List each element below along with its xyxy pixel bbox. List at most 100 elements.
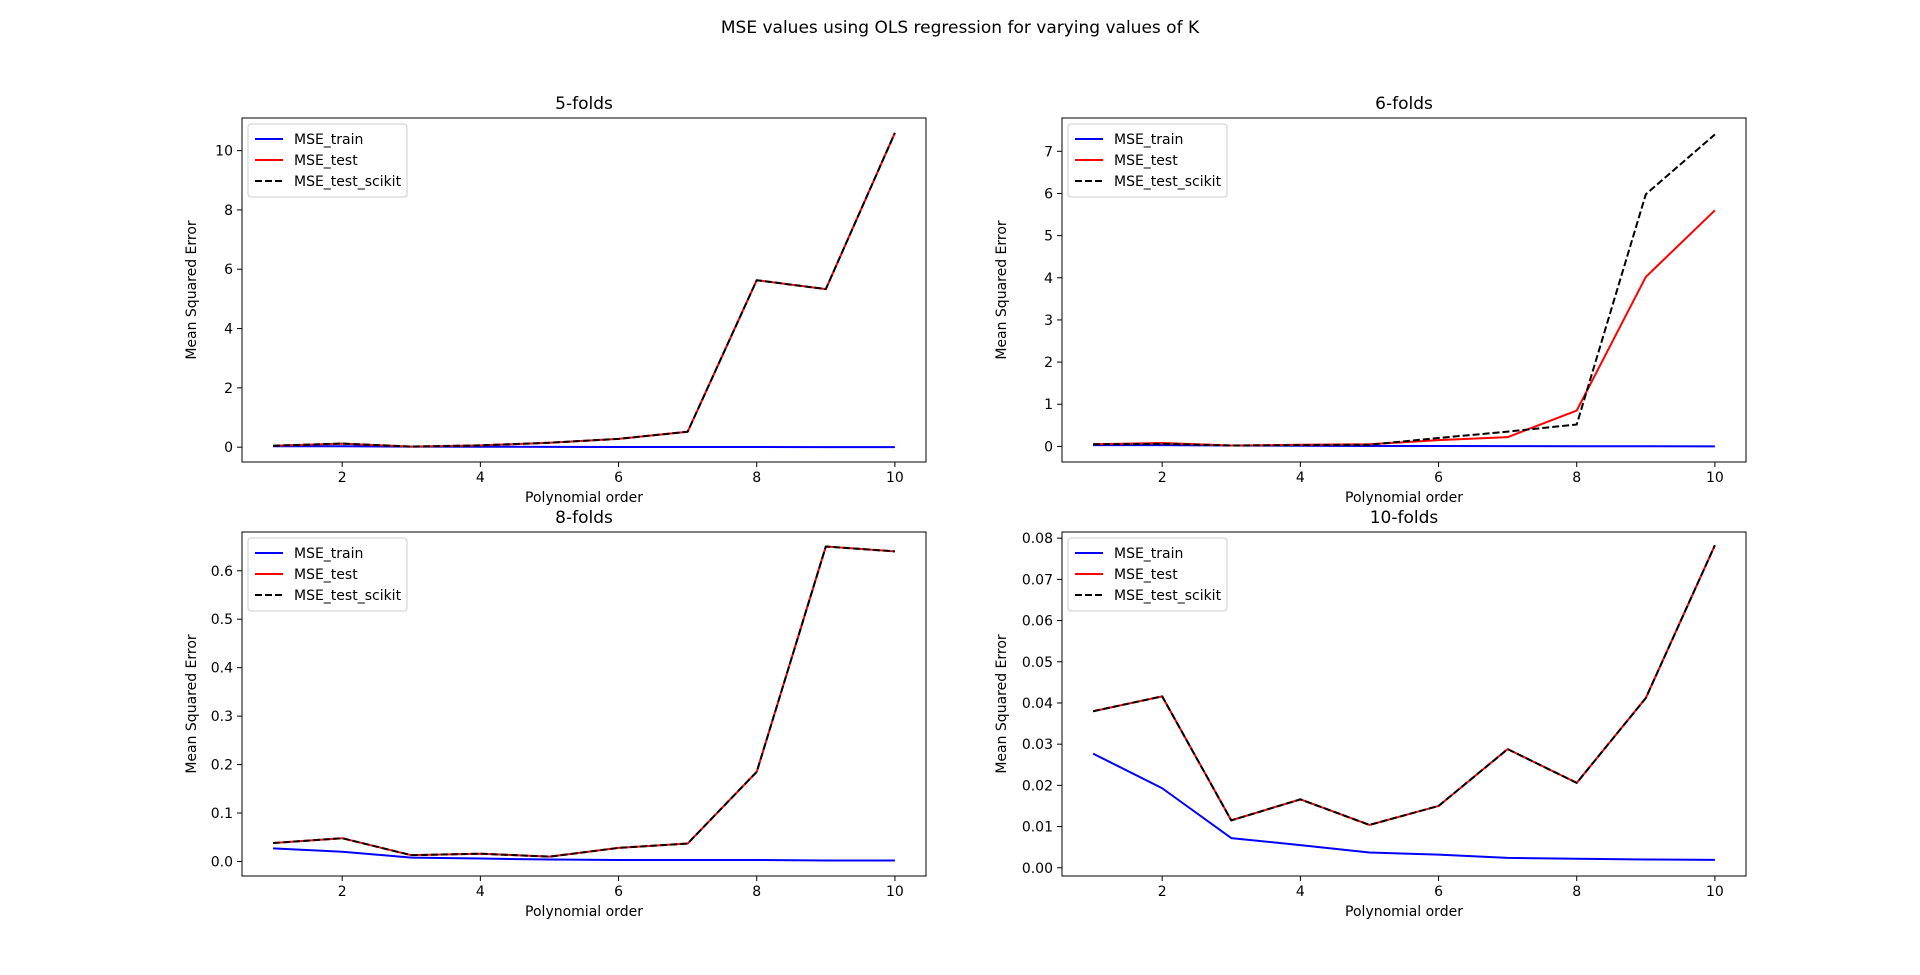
y-tick-label: 0 bbox=[1044, 439, 1053, 455]
axes-frame bbox=[1061, 117, 1747, 463]
subplot-title: 6-folds bbox=[1375, 94, 1433, 114]
x-tick-label: 8 bbox=[1572, 884, 1581, 900]
subplot-6-folds: 6-folds 2 4 6 8 10 0 1 2 3 4 5 6 7 Polynomial order Mea… bbox=[994, 94, 1747, 506]
series-line-MSE_train bbox=[1092, 752, 1715, 861]
x-axis-label: Polynomial order bbox=[525, 490, 643, 506]
legend-label: MSE_train bbox=[294, 546, 363, 562]
x-tick-label: 6 bbox=[614, 884, 623, 900]
x-axis-label: Polynomial order bbox=[1345, 904, 1463, 920]
y-tick-label: 0.05 bbox=[1022, 655, 1053, 671]
y-tick-label: 0.00 bbox=[1022, 861, 1053, 877]
legend-label: MSE_test bbox=[294, 153, 358, 169]
y-tick-label: 0.06 bbox=[1022, 614, 1053, 630]
series-line-MSE_train bbox=[273, 445, 895, 449]
legend: MSE_train MSE_test MSE_test_scikit bbox=[247, 537, 408, 612]
legend-box bbox=[247, 123, 408, 198]
x-tick-label: 6 bbox=[614, 470, 623, 486]
legend: MSE_train MSE_test MSE_test_scikit bbox=[1067, 123, 1228, 198]
y-axis-label: Mean Squared Error bbox=[184, 220, 200, 360]
subplot-8-folds: 8-folds 2 4 6 8 10 0.0 0.1 0.2 0.3 0.4 0.5 0.6 Polyno… bbox=[184, 508, 927, 920]
y-tick-label: 0.02 bbox=[1022, 778, 1053, 794]
y-tick-label: 5 bbox=[1044, 229, 1053, 245]
legend-label: MSE_test bbox=[1114, 153, 1178, 169]
subplot-title: 10-folds bbox=[1370, 508, 1439, 528]
legend-label: MSE_test_scikit bbox=[1114, 588, 1222, 604]
subplot-title: 8-folds bbox=[555, 508, 613, 528]
legend-label: MSE_test_scikit bbox=[294, 174, 402, 190]
x-axis-label: Polynomial order bbox=[1345, 490, 1463, 506]
y-tick-label: 0.6 bbox=[211, 564, 233, 580]
y-tick-label: 0.5 bbox=[211, 612, 233, 628]
y-tick-label: 2 bbox=[224, 381, 233, 397]
x-tick-label: 4 bbox=[1296, 884, 1305, 900]
axes-frame bbox=[1061, 531, 1747, 877]
y-tick-label: 4 bbox=[224, 322, 233, 338]
x-tick-label: 10 bbox=[886, 884, 904, 900]
x-tick-label: 6 bbox=[1434, 470, 1443, 486]
y-axis-label: Mean Squared Error bbox=[184, 634, 200, 774]
x-tick-label: 2 bbox=[338, 884, 347, 900]
series-line-MSE_test_scikit bbox=[1092, 544, 1716, 826]
x-tick-label: 10 bbox=[1706, 884, 1724, 900]
legend-label: MSE_test_scikit bbox=[294, 588, 402, 604]
x-tick-label: 8 bbox=[752, 470, 761, 486]
axes-frame bbox=[241, 117, 927, 463]
x-tick-label: 2 bbox=[338, 470, 347, 486]
legend-box bbox=[1067, 123, 1228, 198]
y-tick-label: 1 bbox=[1044, 397, 1053, 413]
y-tick-label: 4 bbox=[1044, 271, 1053, 287]
x-tick-label: 4 bbox=[476, 884, 485, 900]
legend: MSE_train MSE_test MSE_test_scikit bbox=[1067, 537, 1228, 612]
y-tick-label: 0.0 bbox=[211, 854, 233, 870]
series-line-MSE_test bbox=[1093, 209, 1716, 447]
y-tick-label: 8 bbox=[224, 203, 233, 219]
x-tick-label: 8 bbox=[752, 884, 761, 900]
y-tick-label: 2 bbox=[1044, 355, 1053, 371]
y-tick-label: 3 bbox=[1044, 313, 1053, 329]
x-tick-label: 6 bbox=[1434, 884, 1443, 900]
legend-label: MSE_train bbox=[1114, 546, 1183, 562]
legend-label: MSE_test bbox=[294, 567, 358, 583]
y-tick-label: 0.3 bbox=[211, 709, 233, 725]
x-tick-label: 8 bbox=[1572, 470, 1581, 486]
x-tick-label: 2 bbox=[1158, 884, 1167, 900]
y-tick-label: 0 bbox=[224, 440, 233, 456]
y-tick-label: 0.08 bbox=[1022, 531, 1053, 547]
series-line-MSE_test_scikit bbox=[1093, 133, 1716, 447]
x-tick-label: 2 bbox=[1158, 470, 1167, 486]
subplot-5-folds: 5-folds 2 4 6 8 10 0 2 4 6 8 10 Polynomial order Mean… bbox=[184, 94, 927, 506]
y-axis-label: Mean Squared Error bbox=[994, 220, 1010, 360]
legend-label: MSE_train bbox=[1114, 132, 1183, 148]
y-tick-label: 0.2 bbox=[211, 758, 233, 774]
x-tick-label: 10 bbox=[1706, 470, 1724, 486]
y-tick-label: 0.01 bbox=[1022, 820, 1053, 836]
y-tick-label: 7 bbox=[1044, 144, 1053, 160]
y-tick-label: 0.4 bbox=[211, 661, 233, 677]
legend: MSE_train MSE_test MSE_test_scikit bbox=[247, 123, 408, 198]
y-tick-label: 0.1 bbox=[211, 806, 233, 822]
series-line-MSE_test_scikit bbox=[273, 132, 896, 448]
x-tick-label: 4 bbox=[476, 470, 485, 486]
y-tick-label: 6 bbox=[224, 262, 233, 278]
figure-title: MSE values using OLS regression for vary… bbox=[721, 18, 1200, 38]
axes-frame bbox=[241, 531, 927, 877]
legend-box bbox=[1067, 537, 1228, 612]
legend-label: MSE_test bbox=[1114, 567, 1178, 583]
legend-label: MSE_train bbox=[294, 132, 363, 148]
y-tick-label: 10 bbox=[215, 144, 233, 160]
y-tick-label: 0.04 bbox=[1022, 696, 1053, 712]
y-axis-label: Mean Squared Error bbox=[994, 634, 1010, 774]
y-tick-label: 0.07 bbox=[1022, 572, 1053, 588]
y-tick-label: 6 bbox=[1044, 186, 1053, 202]
legend-box bbox=[247, 537, 408, 612]
subplot-10-folds: 10-folds 2 4 6 8 10 0.00 0.01 0.02 0.03 0.04 0.05 0.… bbox=[994, 508, 1747, 920]
x-tick-label: 4 bbox=[1296, 470, 1305, 486]
x-tick-label: 10 bbox=[886, 470, 904, 486]
subplot-title: 5-folds bbox=[555, 94, 613, 114]
x-axis-label: Polynomial order bbox=[525, 904, 643, 920]
y-tick-label: 0.03 bbox=[1022, 737, 1053, 753]
legend-label: MSE_test_scikit bbox=[1114, 174, 1222, 190]
series-line-MSE_test_scikit bbox=[273, 545, 895, 858]
